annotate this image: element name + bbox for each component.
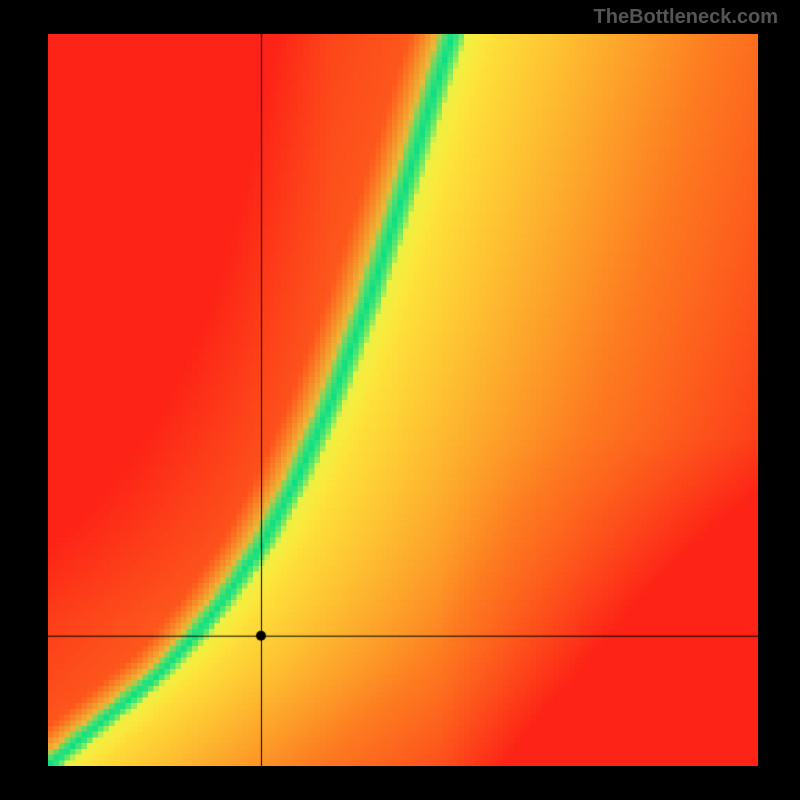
bottleneck-heatmap: [48, 34, 758, 766]
chart-container: TheBottleneck.com: [0, 0, 800, 800]
source-watermark: TheBottleneck.com: [594, 6, 778, 29]
